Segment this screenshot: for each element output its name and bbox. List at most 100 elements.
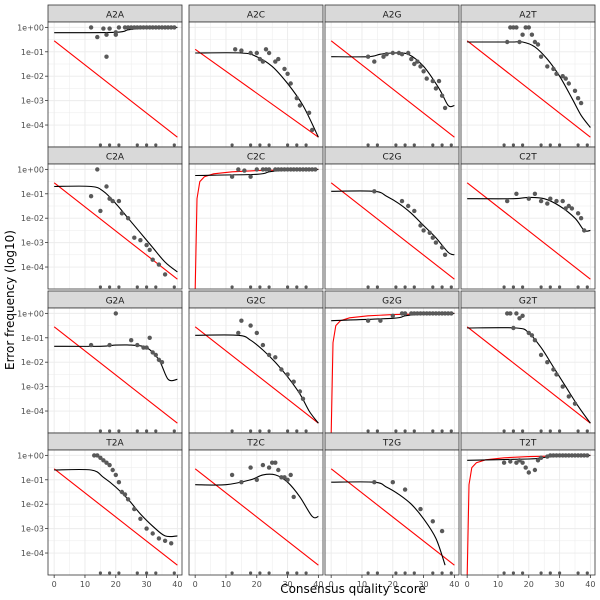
data-point [572, 88, 578, 94]
data-point [560, 74, 565, 79]
zero-count-point [412, 143, 416, 147]
data-point [285, 477, 290, 482]
data-point [517, 316, 522, 321]
zero-count-point [108, 143, 112, 147]
data-point [254, 167, 259, 172]
data-point [402, 311, 408, 316]
data-point [582, 453, 587, 458]
zero-count-point [548, 143, 552, 147]
y-tick-label: 1e-01 [21, 476, 44, 485]
data-point [551, 66, 556, 72]
data-point [424, 76, 429, 81]
data-point [535, 458, 541, 463]
data-point [288, 472, 293, 478]
facet-title: C2T [519, 153, 537, 163]
data-point [150, 531, 155, 536]
y-tick-label: 1e+00 [17, 309, 44, 318]
data-point [421, 228, 426, 233]
data-point [172, 25, 177, 30]
data-point [545, 64, 550, 69]
data-point [138, 238, 143, 243]
zero-count-point [585, 143, 589, 147]
data-point [514, 191, 519, 196]
data-point [285, 167, 290, 172]
data-point [147, 335, 152, 340]
zero-count-point [375, 143, 379, 147]
zero-count-point [521, 143, 525, 147]
data-point [233, 47, 238, 52]
data-point [433, 311, 439, 316]
data-point [254, 330, 259, 336]
x-tick-label: 20 [388, 580, 398, 589]
data-point [505, 39, 510, 45]
x-tick-label: 0 [52, 580, 57, 589]
facet-title: G2C [247, 297, 266, 307]
facet-C2G: C2G [324, 146, 460, 290]
data-point [248, 174, 253, 179]
data-layer [53, 25, 178, 147]
zero-count-point [521, 429, 525, 433]
data-point [306, 110, 312, 116]
data-point [273, 355, 278, 360]
panel-border [47, 449, 183, 576]
zero-count-point [449, 143, 453, 147]
data-point [270, 460, 275, 465]
zero-count-point [304, 429, 308, 433]
x-tick-label: 20 [111, 580, 121, 589]
zero-count-point [431, 571, 435, 575]
data-point [260, 342, 266, 348]
zero-count-point [375, 571, 379, 575]
data-point [107, 462, 112, 468]
data-point [566, 81, 571, 86]
data-point [156, 262, 162, 267]
data-point [291, 494, 296, 500]
zero-count-point [548, 429, 552, 433]
zero-count-point [304, 571, 308, 575]
y-tick-label: 1e-03 [21, 525, 44, 534]
zero-count-point [449, 571, 453, 575]
zero-count-point [230, 285, 234, 289]
x-tick-label: 20 [252, 580, 262, 589]
x-tick-label: 10 [221, 580, 231, 589]
zero-count-point [258, 429, 262, 433]
data-point [514, 311, 519, 316]
data-point [144, 526, 149, 531]
data-point [526, 196, 531, 201]
data-layer [53, 453, 178, 575]
data-point [104, 184, 109, 189]
data-point [110, 198, 115, 204]
data-point [520, 313, 525, 318]
data-point [433, 240, 439, 245]
zero-count-point [366, 285, 370, 289]
zero-count-point [135, 285, 139, 289]
facet-title: A2C [247, 11, 265, 21]
data-point [566, 203, 571, 209]
data-point [554, 71, 559, 77]
data-point [538, 352, 544, 358]
data-point [153, 25, 158, 30]
zero-count-point [502, 571, 506, 575]
zero-count-point [108, 429, 112, 433]
zero-count-point [154, 571, 158, 575]
data-point [104, 460, 109, 465]
data-point [266, 167, 272, 172]
facet-title: T2G [382, 439, 401, 449]
data-point [526, 330, 531, 336]
data-point [514, 25, 519, 30]
zero-count-point [394, 429, 398, 433]
nominal-error-line [53, 182, 178, 280]
zero-count-point [249, 143, 253, 147]
x-tick-label: 0 [193, 580, 198, 589]
data-point [399, 52, 405, 57]
data-point [554, 453, 559, 458]
zero-count-point [539, 571, 543, 575]
facet-title: G2A [106, 297, 126, 307]
zero-count-point [539, 143, 543, 147]
zero-count-point [394, 571, 398, 575]
zero-count-point [585, 285, 589, 289]
data-layer [194, 318, 319, 433]
data-point [116, 25, 122, 30]
data-point [98, 455, 103, 460]
data-point [585, 453, 590, 458]
